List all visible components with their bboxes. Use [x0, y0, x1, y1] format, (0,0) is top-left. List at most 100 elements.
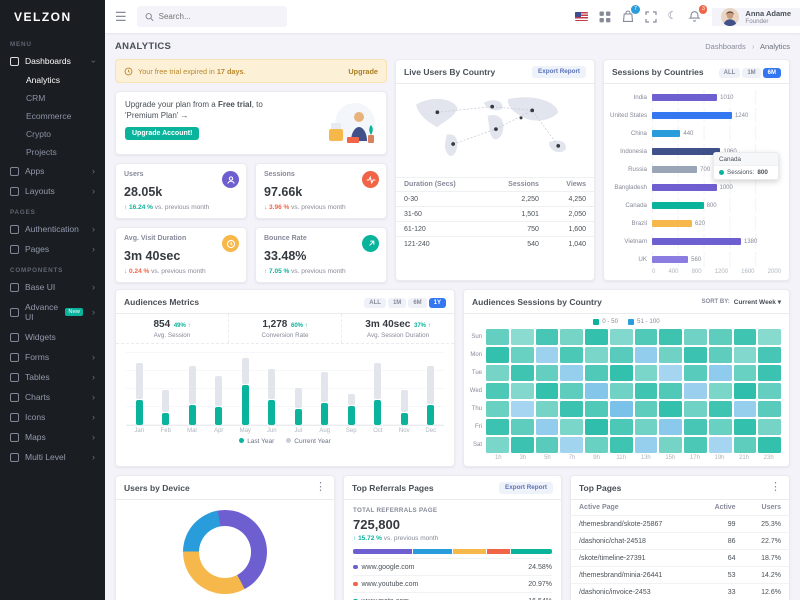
active-count: 53 [696, 566, 744, 584]
sidebar-item-layouts[interactable]: Layouts › [0, 181, 105, 201]
heatmap-cell [510, 347, 534, 363]
sidebar-subitem-projects[interactable]: Projects [26, 147, 57, 157]
fullscreen-icon[interactable] [644, 10, 657, 23]
sidebar-item-tables[interactable]: Tables › [0, 367, 105, 387]
export-report-button[interactable]: Export Report [532, 65, 586, 78]
more-options-icon[interactable]: ⋮ [770, 481, 781, 493]
brand-logo[interactable]: VELZON [14, 9, 72, 24]
country-bar-value: 800 [706, 202, 717, 209]
range-button-1m[interactable]: 1M [387, 297, 407, 308]
sidebar-item-base-ui[interactable]: Base UI › [0, 277, 105, 297]
referral-row: www.youtube.com 20.97% [353, 575, 552, 592]
legend-dot [239, 438, 245, 443]
sidebar-item-multi-level[interactable]: Multi Level › [0, 447, 105, 467]
chevron-right-icon: › [92, 306, 95, 317]
chevron-right-icon: › [92, 371, 95, 382]
sidebar-item-dashboards[interactable]: Dashboards › [0, 51, 105, 71]
page-link[interactable]: /themesbrand/skote-25867 [571, 515, 697, 533]
sidebar-item-forms[interactable]: Forms › [0, 347, 105, 367]
heatmap-cell [758, 419, 781, 435]
referral-percent: 24.58% [528, 563, 552, 571]
month-labels: Jan Feb Mar Apr May Jun Jul Aug Sep Oct Nov Dec [126, 428, 444, 434]
heatmap-legend-item[interactable]: 51 - 100 [628, 318, 660, 325]
sidebar-item-label: Forms [25, 352, 50, 362]
last-year-segment [188, 405, 196, 425]
upgrade-account-button[interactable]: Upgrade Account! [125, 127, 200, 141]
sidebar-item-widgets[interactable]: Widgets [0, 327, 105, 347]
metric-bar [241, 358, 249, 425]
upgrade-link[interactable]: Upgrade [348, 66, 378, 76]
page-link[interactable]: /dashonic/invoice-2453 [571, 583, 697, 600]
page-link[interactable]: /themesbrand/minia-26441 [571, 566, 697, 584]
current-year-segment [400, 390, 408, 412]
language-flag-icon[interactable] [574, 12, 588, 21]
sidebar-item-label: Icons [25, 412, 46, 422]
range-button-all[interactable]: ALL [364, 297, 386, 308]
current-year-segment [188, 366, 196, 404]
metric-stat-label: Avg. Session Duration [366, 332, 430, 339]
table-cell: 540 [485, 236, 547, 251]
dashboards-icon [10, 56, 19, 66]
sidebar-subitem-analytics[interactable]: Analytics [26, 75, 61, 85]
range-button-1m[interactable]: 1M [742, 67, 761, 78]
country-bar [652, 238, 741, 245]
breadcrumb-parent[interactable]: Dashboards [705, 41, 746, 51]
country-bar-value: 1000 [719, 184, 733, 191]
sidebar-subitem-crm[interactable]: CRM [26, 93, 46, 103]
audiences-sessions-card: Audiences Sessions by Country SORT BY: C… [463, 289, 790, 467]
export-report-button[interactable]: Export Report [499, 481, 553, 494]
range-button-6m[interactable]: 6M [762, 67, 781, 78]
card-title: Audiences Metrics [124, 296, 200, 307]
heatmap-cell [486, 329, 509, 345]
table-cell: 61-120 [396, 221, 486, 237]
heatmap-legend-item[interactable]: 0 - 50 [593, 318, 618, 325]
range-button-all[interactable]: ALL [718, 67, 741, 78]
legend-item-current-year[interactable]: Current Year [286, 438, 331, 445]
legend-item-last-year[interactable]: Last Year [239, 438, 274, 445]
chart-legend: Last Year Current Year [116, 434, 454, 451]
chevron-right-icon: › [92, 391, 95, 402]
sidebar-item-charts[interactable]: Charts › [0, 387, 105, 407]
sidebar-item-icons[interactable]: Icons › [0, 407, 105, 427]
day-label: Sun [471, 334, 482, 340]
sidebar-subitem-ecommerce[interactable]: Ecommerce [26, 111, 72, 121]
heatmap-cell [634, 347, 658, 363]
more-options-icon[interactable]: ⋮ [315, 481, 326, 493]
referral-dot [353, 581, 358, 587]
current-year-segment [374, 363, 382, 399]
search-input[interactable] [158, 12, 279, 21]
sidebar-item-label: Advance UI [25, 302, 59, 322]
sidebar: VELZON MENU Dashboards › Analytics CRM Ecomme… [0, 0, 105, 600]
hour-label: 5h [544, 455, 551, 461]
sidebar-item-maps[interactable]: Maps › [0, 427, 105, 447]
notifications-bell-icon[interactable]: 3 [688, 5, 708, 23]
metric-bar-slot [338, 352, 365, 425]
heatmap-grid: Sun Mon Tue Wed Thu Fri Sat [464, 327, 789, 453]
country-bar-row: United States 1240 [610, 108, 781, 123]
month-label: Sep [345, 428, 357, 434]
table-cell: 2,050 [546, 206, 594, 222]
sidebar-item-pages[interactable]: Pages › [0, 239, 105, 259]
range-button-1y[interactable]: 1Y [428, 297, 446, 308]
country-bar-value: 1010 [720, 94, 734, 101]
widgets-icon [10, 332, 19, 342]
user-menu[interactable]: Anna Adame Founder [712, 7, 800, 26]
day-label: Wed [469, 388, 482, 394]
cart-icon[interactable]: 7 [622, 5, 640, 23]
dark-mode-icon[interactable]: ☾ [667, 10, 678, 22]
sidebar-item-apps[interactable]: Apps › [0, 161, 105, 181]
stat-delta-value: ↓ 3.96 % [264, 204, 290, 211]
layouts-icon [10, 186, 19, 196]
sidebar-item-authentication[interactable]: Authentication › [0, 219, 105, 239]
current-year-segment [268, 369, 276, 399]
apps-grid-icon[interactable] [599, 11, 611, 23]
sort-by-dropdown[interactable]: Current Week ▾ [733, 298, 781, 306]
sidebar-item-advance-ui[interactable]: Advance UI New › [0, 297, 105, 327]
sidebar-subitem-crypto[interactable]: Crypto [26, 129, 52, 139]
heatmap-cell [486, 419, 509, 435]
page-link[interactable]: /skote/timeline-27391 [571, 549, 697, 567]
page-link[interactable]: /dashonic/chat-24518 [571, 532, 697, 550]
range-button-6m[interactable]: 6M [408, 297, 427, 308]
hamburger-menu-icon[interactable]: ☰ [115, 8, 127, 24]
heatmap-row: Fri [470, 419, 781, 435]
